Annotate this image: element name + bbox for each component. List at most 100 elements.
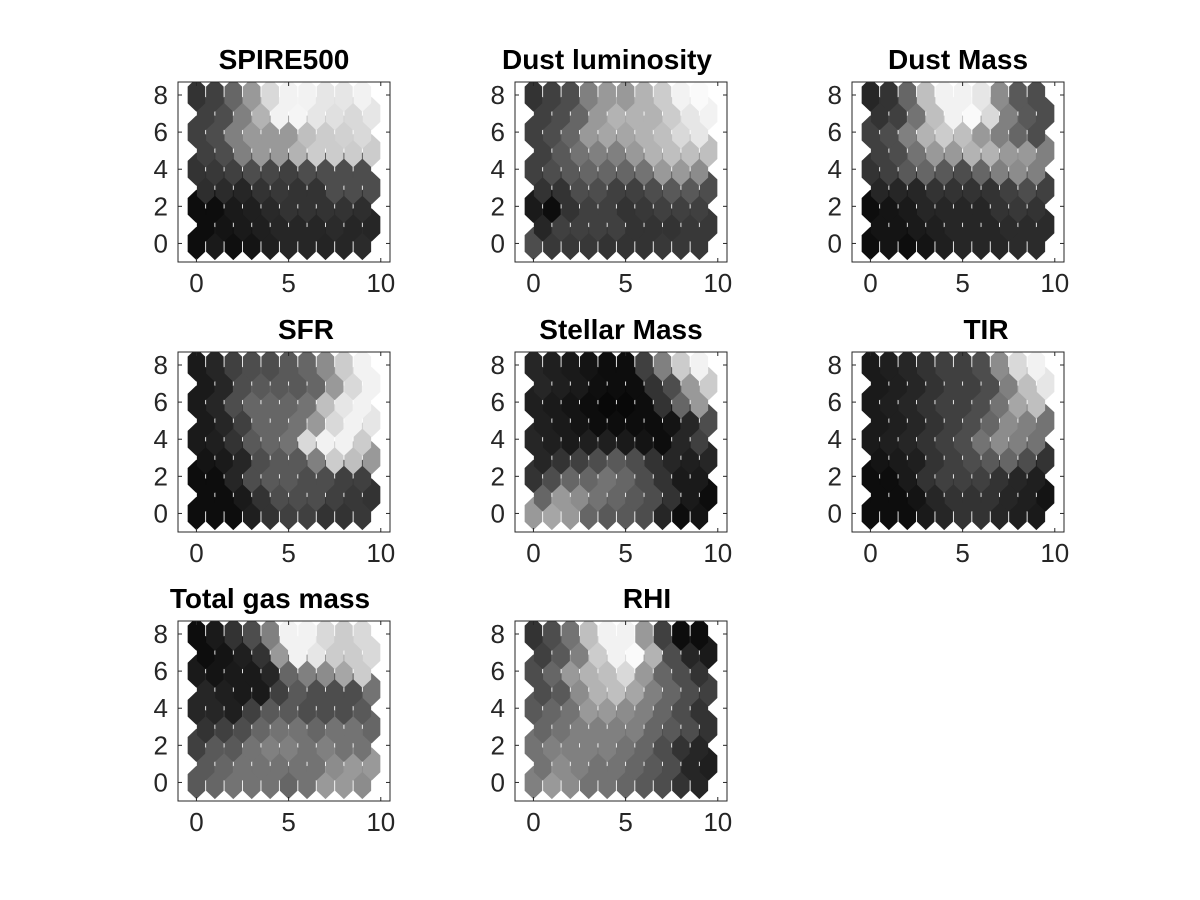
x-tick-label: 10 (366, 807, 395, 837)
x-tick-label: 0 (526, 268, 540, 298)
hex-cell (1027, 82, 1046, 112)
x-tick-label: 5 (618, 538, 632, 568)
panel-tir: 0 5 10 0 2 4 6 8 TIR (828, 314, 1070, 568)
hex-cell (279, 621, 298, 651)
y-tick-label: 6 (154, 387, 168, 417)
hex-cell (353, 621, 372, 651)
hex-cell (861, 352, 880, 382)
hex-cell (953, 82, 972, 112)
hex-cell (543, 82, 561, 112)
y-tick-label: 0 (828, 228, 842, 258)
hex-cell (224, 621, 243, 651)
hex-cell (972, 352, 990, 382)
axes-frame (177, 620, 391, 802)
x-tick-label: 0 (189, 807, 203, 837)
y-tick-label: 6 (828, 387, 842, 417)
hex-cell (335, 352, 353, 382)
x-tick-label: 0 (526, 538, 540, 568)
hex-grid (187, 621, 381, 800)
hex-cell (543, 352, 561, 382)
hex-cell (990, 82, 1009, 112)
hex-cell (635, 352, 653, 382)
hex-cell (524, 352, 543, 382)
y-tick-label: 4 (154, 154, 168, 184)
hex-cell (972, 82, 990, 112)
hex-grid (524, 82, 718, 261)
hex-cell (316, 82, 335, 112)
y-tick-label: 0 (491, 228, 505, 258)
hex-cell (579, 352, 598, 382)
y-tick-label: 6 (154, 117, 168, 147)
panel-title: TIR (963, 314, 1008, 345)
x-tick-label: 0 (863, 268, 877, 298)
panel-stellar-mass: 0 5 10 0 2 4 6 8 Stellar Mass (491, 314, 733, 568)
y-tick-label: 0 (154, 228, 168, 258)
hex-cell (898, 82, 917, 112)
x-tick-label: 10 (1040, 538, 1069, 568)
hex-cell (690, 352, 709, 382)
panel-title: RHI (623, 583, 671, 614)
hex-cell (616, 621, 635, 651)
axes-frame (851, 81, 1065, 263)
y-tick-label: 4 (828, 424, 842, 454)
y-tick-label: 2 (154, 730, 168, 760)
y-tick-label: 2 (154, 191, 168, 221)
panel-title: Stellar Mass (539, 314, 702, 345)
hex-cell (353, 352, 372, 382)
y-tick-label: 0 (491, 767, 505, 797)
hex-cell (316, 352, 335, 382)
panel-rhi: 0 5 10 0 2 4 6 8 RHI (491, 583, 733, 837)
y-tick-label: 2 (828, 461, 842, 491)
y-tick-label: 2 (491, 461, 505, 491)
x-tick-label: 5 (281, 538, 295, 568)
hex-cell (916, 82, 935, 112)
hex-cell (861, 82, 880, 112)
x-tick-label: 5 (618, 807, 632, 837)
x-tick-label: 5 (955, 538, 969, 568)
hex-cell (561, 621, 580, 651)
hex-cell (335, 82, 353, 112)
hex-cell (335, 621, 353, 651)
hex-cell (279, 82, 298, 112)
hex-cell (187, 82, 206, 112)
hex-cell (653, 621, 672, 651)
panel-title: Dust luminosity (502, 44, 712, 75)
hex-cell (206, 82, 224, 112)
y-tick-label: 8 (154, 80, 168, 110)
y-tick-label: 4 (491, 693, 505, 723)
x-tick-label: 0 (863, 538, 877, 568)
y-tick-label: 8 (491, 350, 505, 380)
y-tick-label: 2 (154, 461, 168, 491)
hex-cell (898, 352, 917, 382)
x-tick-label: 0 (189, 268, 203, 298)
hex-cell (935, 352, 953, 382)
hex-grid (524, 352, 718, 531)
x-tick-label: 10 (1040, 268, 1069, 298)
y-tick-label: 0 (154, 767, 168, 797)
hex-cell (261, 621, 279, 651)
hex-grid (187, 352, 381, 531)
hex-cell (990, 352, 1009, 382)
y-tick-label: 8 (154, 350, 168, 380)
panel-title: Dust Mass (888, 44, 1028, 75)
y-tick-label: 8 (154, 619, 168, 649)
hex-cell (187, 352, 206, 382)
hex-cell (561, 352, 580, 382)
hex-cell (672, 352, 690, 382)
hex-grid (861, 352, 1055, 531)
axes-frame (514, 81, 728, 263)
x-tick-label: 10 (703, 268, 732, 298)
x-tick-label: 5 (281, 807, 295, 837)
hex-cell (935, 82, 953, 112)
y-tick-label: 4 (154, 693, 168, 723)
axes-frame (177, 351, 391, 533)
hex-cell (242, 352, 261, 382)
hex-cell (916, 352, 935, 382)
panel-spire500: 0 5 10 0 2 4 6 8 SPIRE500 (154, 44, 396, 298)
hex-cell (524, 621, 543, 651)
x-tick-label: 10 (703, 807, 732, 837)
hex-cell (242, 82, 261, 112)
hex-cell (635, 621, 653, 651)
axes-frame (851, 351, 1065, 533)
